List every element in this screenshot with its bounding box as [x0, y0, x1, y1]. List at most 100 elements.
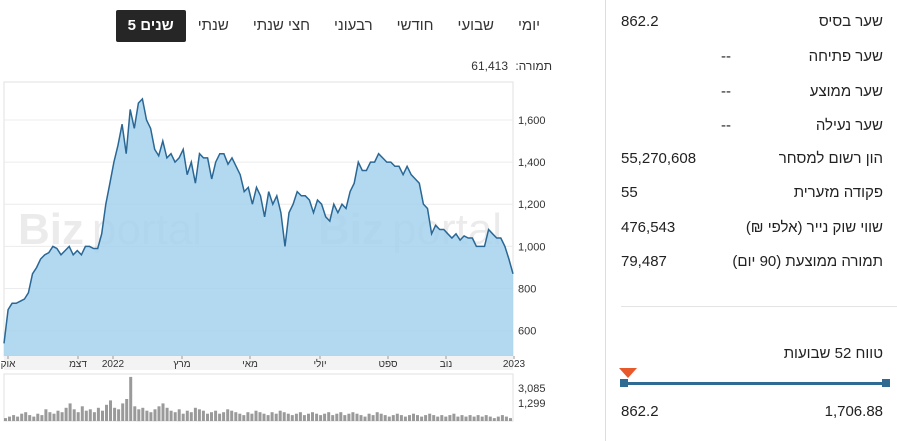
price-series	[3, 97, 514, 357]
volume-bar	[4, 418, 7, 421]
volume-bar	[274, 413, 278, 421]
volume-bar	[141, 407, 145, 421]
volume-tick-label: 3,085	[518, 383, 546, 395]
volume-bar	[109, 400, 112, 421]
volume-bar	[169, 410, 173, 421]
period-tabs: יומי שבועי חודשי רבעוני חצי שנתי שנתי 5 …	[115, 10, 552, 42]
volume-bar	[476, 415, 480, 421]
stat-label: שער נעילה	[815, 117, 883, 134]
stat-min-order: פקודה מזערית 55	[621, 184, 883, 208]
y-tick-label: 1,400	[518, 157, 546, 169]
volume-bar	[242, 415, 246, 421]
volume-bar	[472, 416, 476, 421]
volume-bar	[403, 416, 407, 421]
volume-bar	[339, 412, 343, 421]
y-tick-label: 1,000	[518, 241, 546, 253]
volume-bar	[468, 415, 472, 421]
volume-bar	[509, 418, 512, 421]
tab-daily[interactable]: יומי	[518, 17, 540, 34]
volume-bar	[363, 416, 367, 421]
range-low-end	[620, 379, 628, 387]
volume-bar	[331, 415, 335, 421]
volume-bar	[84, 410, 88, 421]
volume-bar	[428, 413, 432, 421]
volume-bar	[32, 416, 36, 421]
volume-bar	[262, 413, 266, 421]
stat-label: פקודה מזערית	[793, 184, 883, 201]
volume-bar	[266, 415, 270, 421]
volume-bar	[153, 409, 157, 422]
price-chart[interactable]: Biz portal Biz portal 6008001,0001,2001,…	[0, 76, 560, 441]
tab-5-years[interactable]: 5 שנים	[115, 10, 186, 42]
volume-bar	[173, 412, 177, 421]
volume-bar	[367, 413, 371, 421]
x-tick-label: מרץ	[173, 359, 190, 370]
volume-bar	[80, 406, 84, 421]
volume-label: תמורה:	[515, 59, 552, 73]
volume-bar	[355, 413, 359, 421]
volume-bar	[72, 409, 76, 422]
volume-bar	[383, 415, 387, 421]
volume-bar	[8, 416, 11, 421]
y-tick-label: 800	[518, 284, 536, 296]
stat-value: --	[721, 117, 731, 134]
volume-bar	[68, 403, 72, 421]
volume-bar	[250, 413, 254, 421]
stat-average-volume: תמורה ממוצעת (90 יום) 79,487	[621, 253, 883, 277]
y-tick-label: 1,200	[518, 199, 546, 211]
volume-bar	[307, 413, 310, 421]
stat-value: 476,543	[621, 219, 676, 236]
volume-bar	[210, 412, 213, 421]
volume-bar	[101, 410, 104, 421]
volume-readout: תמורה: 61,413	[471, 59, 552, 73]
volume-bar	[36, 413, 40, 421]
volume-bar	[64, 407, 68, 421]
volume-bar	[319, 415, 323, 421]
volume-bar	[230, 410, 234, 421]
range-52-bar	[623, 382, 887, 385]
volume-bar	[488, 416, 492, 421]
volume-bar	[452, 413, 456, 421]
tab-monthly[interactable]: חודשי	[396, 17, 434, 34]
volume-bar	[492, 418, 496, 421]
volume-bar	[464, 416, 468, 421]
volume-bar	[347, 413, 351, 421]
volume-bar	[193, 407, 197, 421]
stat-value: 862.2	[621, 13, 659, 30]
current-price-marker	[619, 368, 637, 378]
volume-bar	[197, 409, 201, 422]
tab-quarterly[interactable]: רבעוני	[334, 17, 373, 34]
volume-bar	[125, 399, 129, 421]
tab-weekly[interactable]: שבועי	[457, 17, 494, 34]
volume-bar	[424, 415, 428, 421]
volume-bar	[117, 409, 121, 422]
volume-bar	[40, 415, 44, 421]
stat-open-price: שער פתיחה --	[621, 48, 883, 72]
volume-bar	[28, 415, 32, 421]
volume-bar	[416, 415, 419, 421]
volume-bar	[48, 412, 52, 421]
volume-bar	[165, 407, 169, 421]
stat-base-price: שער בסיס 862.2	[621, 13, 883, 37]
volume-bar	[238, 413, 242, 421]
x-tick-label: נוב	[440, 359, 453, 370]
volume-bar	[20, 413, 24, 421]
volume-bar	[395, 413, 399, 421]
volume-axis: 3,085 1,299	[518, 383, 546, 410]
tab-half-year[interactable]: חצי שנתי	[252, 17, 310, 34]
volume-bar	[145, 410, 149, 421]
volume-bar	[343, 415, 347, 421]
volume-bar	[460, 415, 464, 421]
volume-bar	[335, 413, 339, 421]
volume-bar	[302, 415, 306, 421]
volume-bar	[137, 409, 141, 422]
volume-bar	[92, 412, 96, 421]
volume-bar	[76, 412, 80, 421]
volume-bar	[181, 413, 185, 421]
volume-bar	[500, 415, 504, 421]
tab-yearly[interactable]: שנתי	[197, 17, 229, 34]
volume-bar	[226, 409, 230, 422]
volume-bar	[480, 416, 484, 421]
range-52-title: טווח 52 שבועות	[783, 345, 883, 362]
volume-bar	[133, 406, 137, 421]
